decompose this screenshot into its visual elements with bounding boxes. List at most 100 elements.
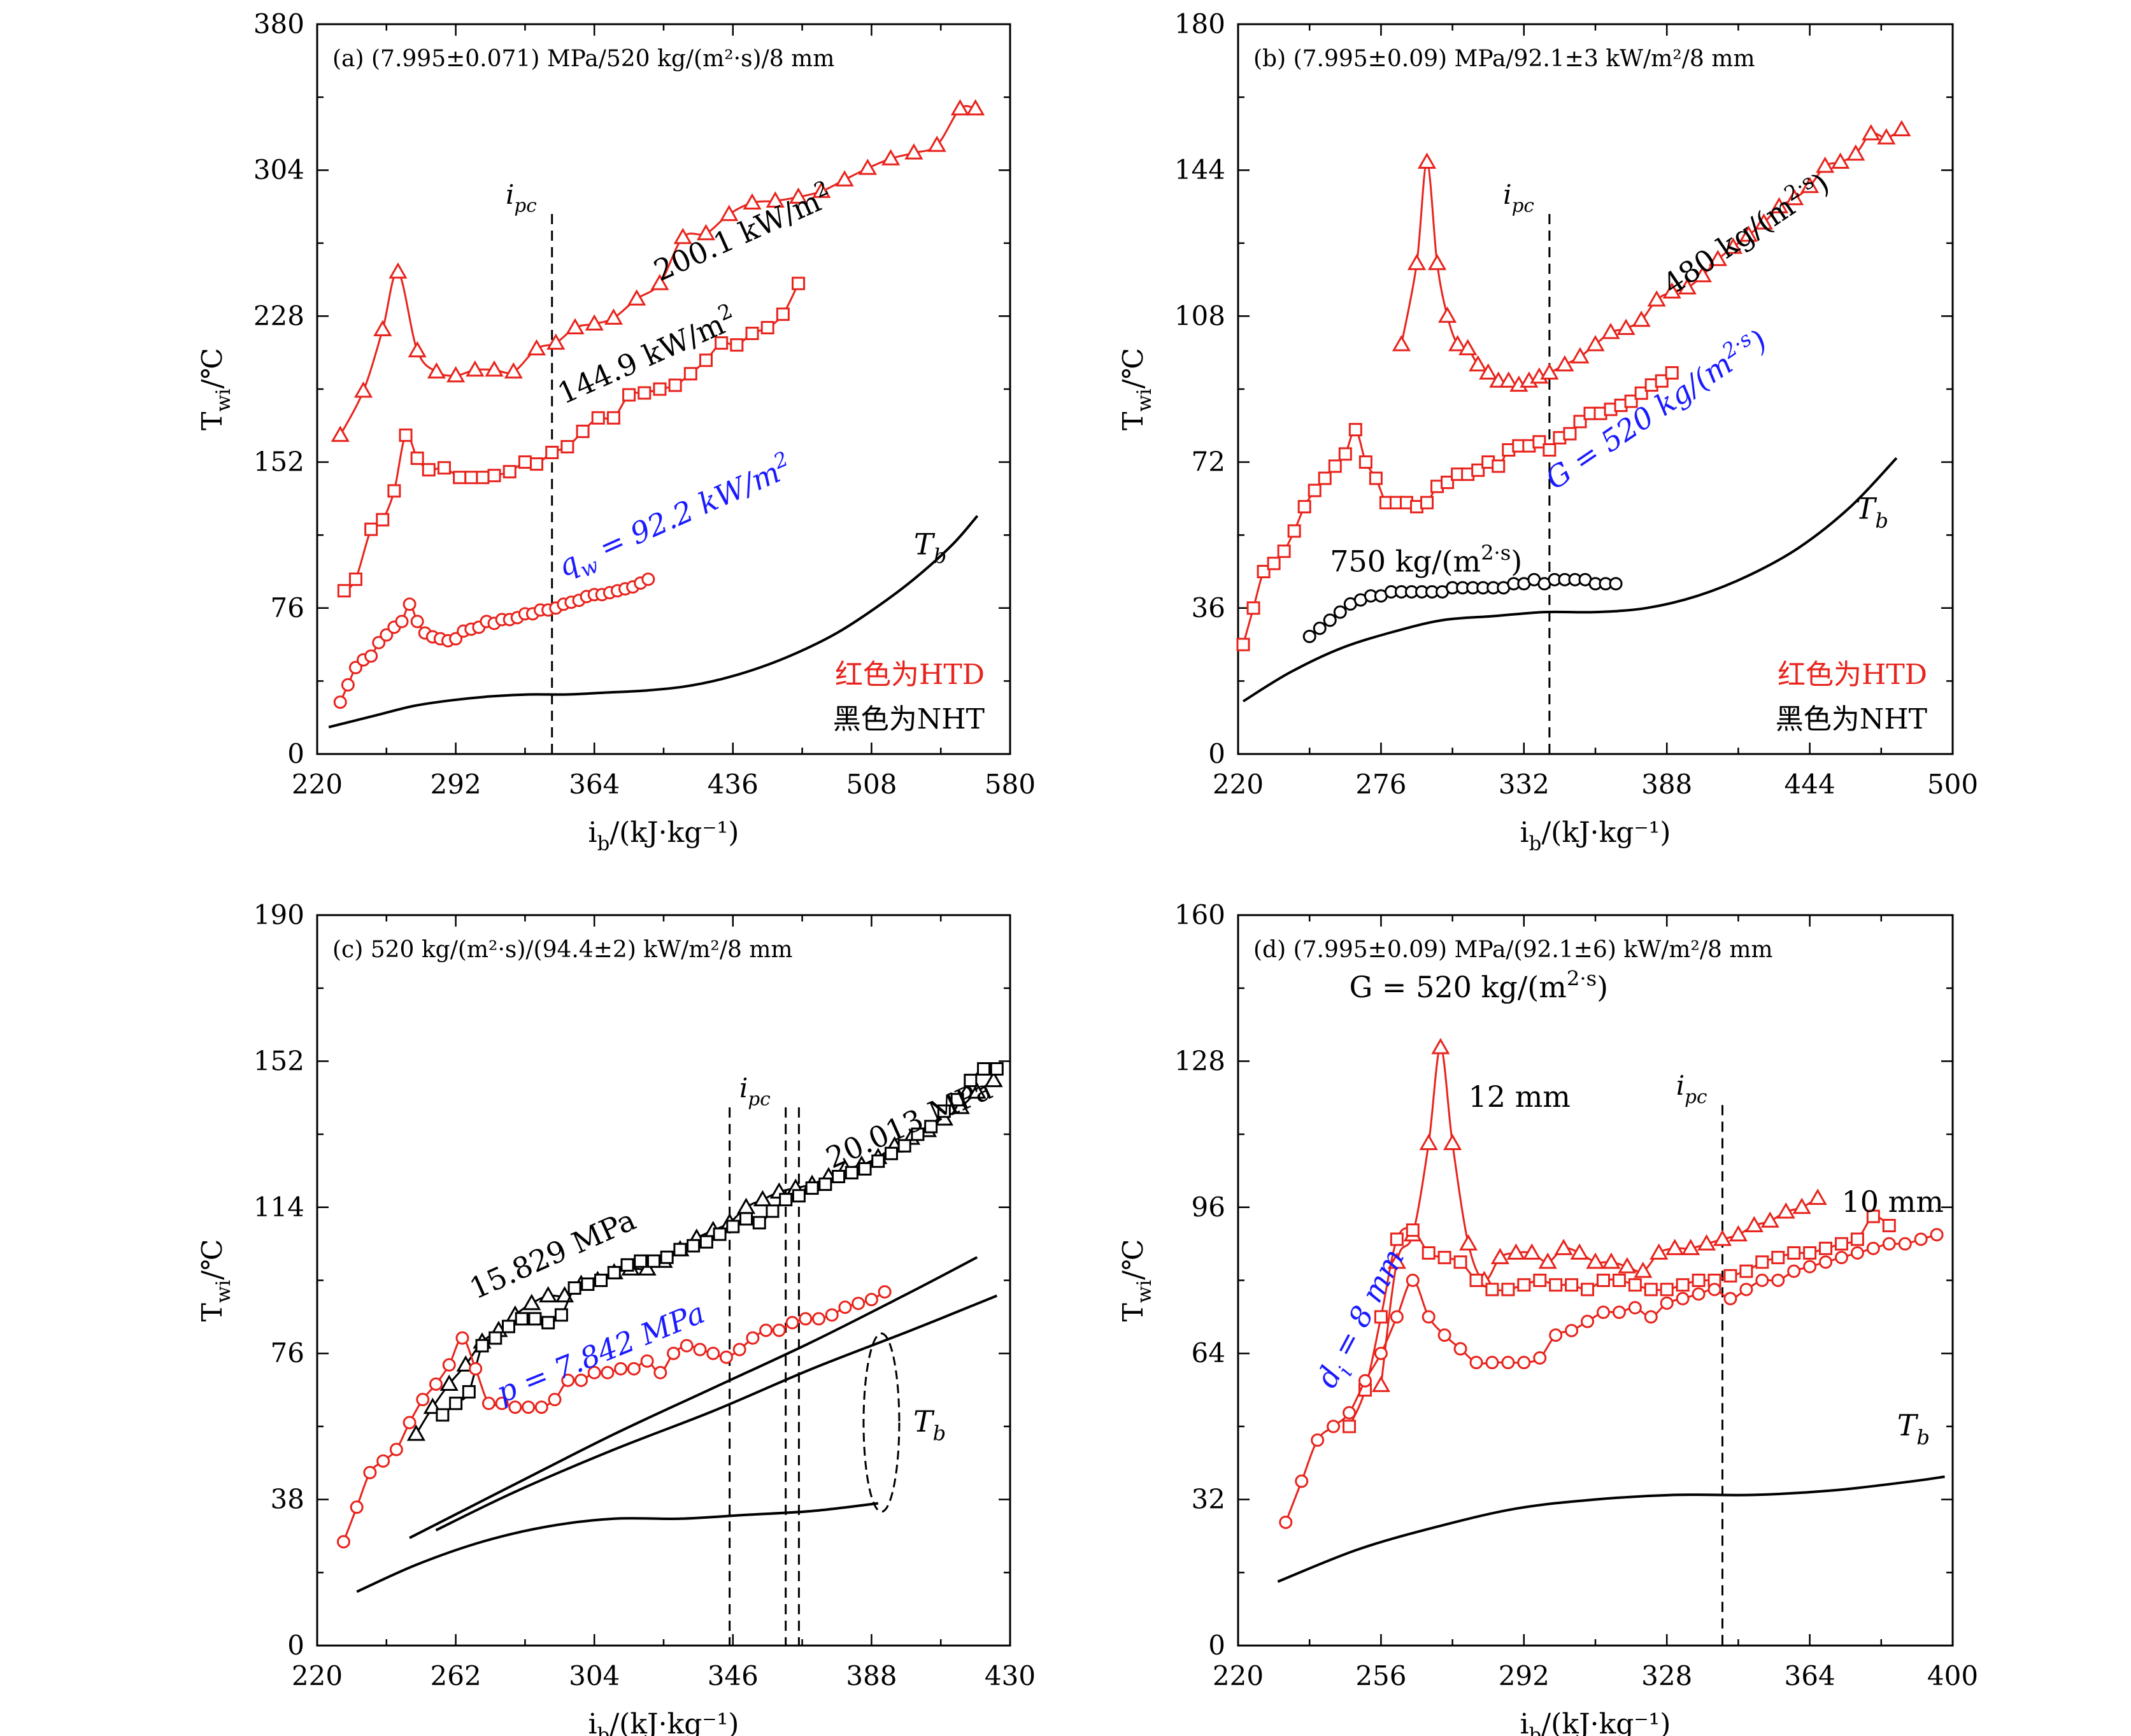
data-point [399, 428, 413, 442]
data-point [640, 1354, 654, 1368]
data-point [699, 353, 713, 367]
data-point [726, 1220, 740, 1234]
data-point [673, 1242, 687, 1256]
data-point [1850, 1232, 1864, 1246]
series-0 [331, 99, 985, 442]
series-label: 20.013 MPa [821, 1072, 997, 1176]
series-label: 200.1 kW/m2 [648, 175, 832, 288]
data-point [881, 149, 901, 166]
data-point [1453, 1342, 1467, 1356]
data-point [1662, 282, 1681, 299]
x-tick-label: 292 [1499, 1660, 1550, 1691]
data-point [1628, 1278, 1642, 1292]
data-point [373, 320, 392, 337]
data-point [1644, 1310, 1658, 1324]
data-point [1533, 1274, 1547, 1287]
data-point [680, 1339, 694, 1353]
panel-c: 220 262 304 346 388 430 0 38 76 114 152 190 ib/(kJ·k… [196, 899, 1036, 1736]
data-point [436, 1408, 450, 1422]
data-point [792, 276, 806, 290]
data-point [835, 170, 854, 187]
data-point [464, 471, 478, 485]
x-tick-label: 388 [846, 1660, 897, 1691]
data-point [587, 1365, 601, 1379]
data-point [1882, 1237, 1896, 1251]
data-point [641, 573, 655, 587]
data-point [1634, 386, 1648, 400]
data-point [845, 1165, 859, 1179]
data-point [977, 1062, 991, 1076]
data-point [1628, 1301, 1642, 1315]
data-point [1358, 1374, 1372, 1388]
x-tick-label: 508 [846, 769, 897, 800]
x-tick-label: 328 [1641, 1660, 1692, 1691]
data-point [1609, 577, 1623, 591]
data-point [1850, 1246, 1864, 1260]
data-point [858, 1162, 872, 1176]
y-tick-label: 160 [1174, 899, 1225, 930]
series-label-text: Tb [1856, 492, 1888, 533]
data-point [897, 1139, 911, 1153]
data-point [541, 1316, 555, 1330]
data-point [476, 471, 490, 485]
data-point [1650, 1243, 1669, 1260]
data-point [964, 1074, 978, 1088]
data-point [745, 327, 759, 341]
data-point [1866, 1209, 1880, 1223]
data-point [1257, 565, 1271, 578]
data-point [1390, 1232, 1404, 1246]
y-tick-label: 32 [1192, 1484, 1225, 1515]
data-point [1898, 1237, 1912, 1251]
x-axis-label: ib/(kJ·kg⁻¹) [588, 1708, 739, 1736]
data-point [1571, 347, 1590, 364]
data-point [534, 1400, 548, 1414]
panel-a: 220 292 364 436 508 580 0 76 152 228 304 380 ib/(kJ·… [196, 8, 1036, 855]
data-point [812, 181, 831, 198]
y-tick-label: 0 [1208, 1630, 1225, 1661]
data-point [627, 1362, 641, 1376]
series-label: 750 kg/(m2·s) [1330, 541, 1522, 578]
ipc-label: ipc [1503, 179, 1534, 217]
data-point [1846, 144, 1865, 161]
y-tick-label: 0 [287, 1630, 304, 1661]
series-2 [1279, 1228, 1944, 1529]
data-point [333, 695, 347, 709]
data-point [1692, 1287, 1706, 1301]
data-point [927, 135, 946, 152]
series-label-text: G = 520 kg/(m2·s) [1537, 320, 1773, 497]
series-5 [409, 1256, 978, 1539]
data-point [594, 1274, 608, 1287]
data-point [501, 1320, 515, 1334]
data-point [1246, 601, 1260, 615]
x-axis-label: ib/(kJ·kg⁻¹) [1520, 816, 1671, 855]
x-tick-label: 220 [292, 1660, 343, 1691]
data-point [348, 660, 362, 674]
data-point [1785, 189, 1804, 206]
data-point [951, 1097, 970, 1114]
data-point [1420, 495, 1434, 509]
data-point [1422, 1246, 1436, 1260]
data-point [449, 1397, 463, 1411]
data-point [387, 484, 401, 498]
data-point [1554, 1239, 1573, 1255]
x-tick-label: 262 [431, 1660, 481, 1691]
data-point [522, 1293, 541, 1311]
data-point [766, 191, 785, 208]
y-tick-label: 128 [1174, 1045, 1225, 1076]
data-point [832, 1170, 846, 1184]
series-1 [436, 1062, 1004, 1422]
data-point [1287, 524, 1301, 538]
data-point [1538, 1252, 1557, 1269]
data-point [1632, 310, 1651, 327]
data-point [1469, 1356, 1483, 1370]
data-point [1323, 613, 1337, 627]
data-point [1708, 250, 1727, 266]
y-axis-label: Twi/℃ [1117, 1239, 1156, 1322]
y-axis-label-group: Twi/℃ [196, 1239, 235, 1322]
series-0 [1371, 1037, 1827, 1392]
data-point [715, 336, 729, 350]
data-point [1616, 318, 1636, 335]
data-point [646, 1254, 660, 1268]
y-tick-label: 76 [271, 1337, 304, 1369]
x-tick-label: 346 [708, 1660, 759, 1691]
